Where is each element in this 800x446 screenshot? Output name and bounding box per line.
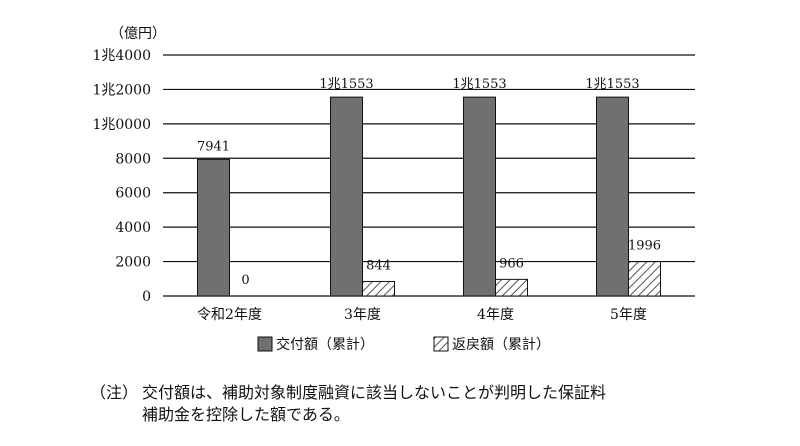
y-tick-label: 1兆0000 [92,117,151,133]
data-labels: 7941 0 1兆1553 844 1兆1553 966 1兆1553 1996 [197,77,661,288]
legend: 交付額（累計） 返戻額（累計） [257,336,550,353]
legend-label-delivered: 交付額（累計） [276,336,374,353]
data-label-delivered: 7941 [197,139,230,154]
legend-label-returned: 返戻額（累計） [452,337,550,353]
bar-delivered [463,96,496,297]
data-label-delivered: 1兆1553 [585,77,639,92]
x-axis-tick-labels: 令和2年度 3年度 4年度 5年度 [197,307,647,323]
y-tick-label: 4000 [115,220,151,236]
legend-swatch-returned [433,336,449,352]
y-axis-tick-labels: 0 2000 4000 6000 8000 1兆0000 1兆2000 1兆4000 [92,48,151,305]
y-axis-unit-label: （億円） [110,26,166,42]
bar-delivered [197,158,230,297]
footnote: （注） 交付額は、補助対象制度融資に該当しないことが判明した保証料 補助金を控除し… [90,382,770,426]
x-tick-label: 5年度 [610,307,647,323]
y-tick-label: 0 [142,289,151,305]
data-label-returned: 0 [241,273,249,288]
data-label-returned: 966 [499,256,524,271]
footnote-prefix: （注） [90,383,139,402]
bar-returned [628,261,661,297]
footnote-line-2: 補助金を控除した額である。 [142,405,350,424]
bar-returned [495,278,528,297]
bar-returned [362,280,395,297]
bar-chart: 0 2000 4000 6000 8000 1兆0000 1兆2000 1兆4000 7941… [92,26,695,353]
x-tick-label: 3年度 [344,307,381,323]
y-tick-label: 1兆2000 [92,82,151,98]
data-label-delivered: 1兆1553 [452,77,506,92]
y-tick-label: 1兆4000 [92,48,151,64]
bar-delivered [330,96,363,297]
data-label-delivered: 1兆1553 [319,77,373,92]
data-label-returned: 1996 [628,239,661,254]
bars [197,96,661,297]
footnote-text-1: 交付額は、補助対象制度融資に該当しないことが判明した保証料 [142,383,607,402]
legend-swatch-delivered [257,336,273,352]
data-label-returned: 844 [366,258,391,273]
y-tick-label: 2000 [115,255,151,271]
bar-delivered [596,96,629,297]
y-tick-label: 6000 [115,186,151,202]
gridlines [163,54,695,297]
y-tick-label: 8000 [115,151,151,167]
x-tick-label: 令和2年度 [197,307,262,323]
footnote-line-1: （注） 交付額は、補助対象制度融資に該当しないことが判明した保証料 [90,382,770,404]
x-tick-label: 4年度 [477,307,514,323]
